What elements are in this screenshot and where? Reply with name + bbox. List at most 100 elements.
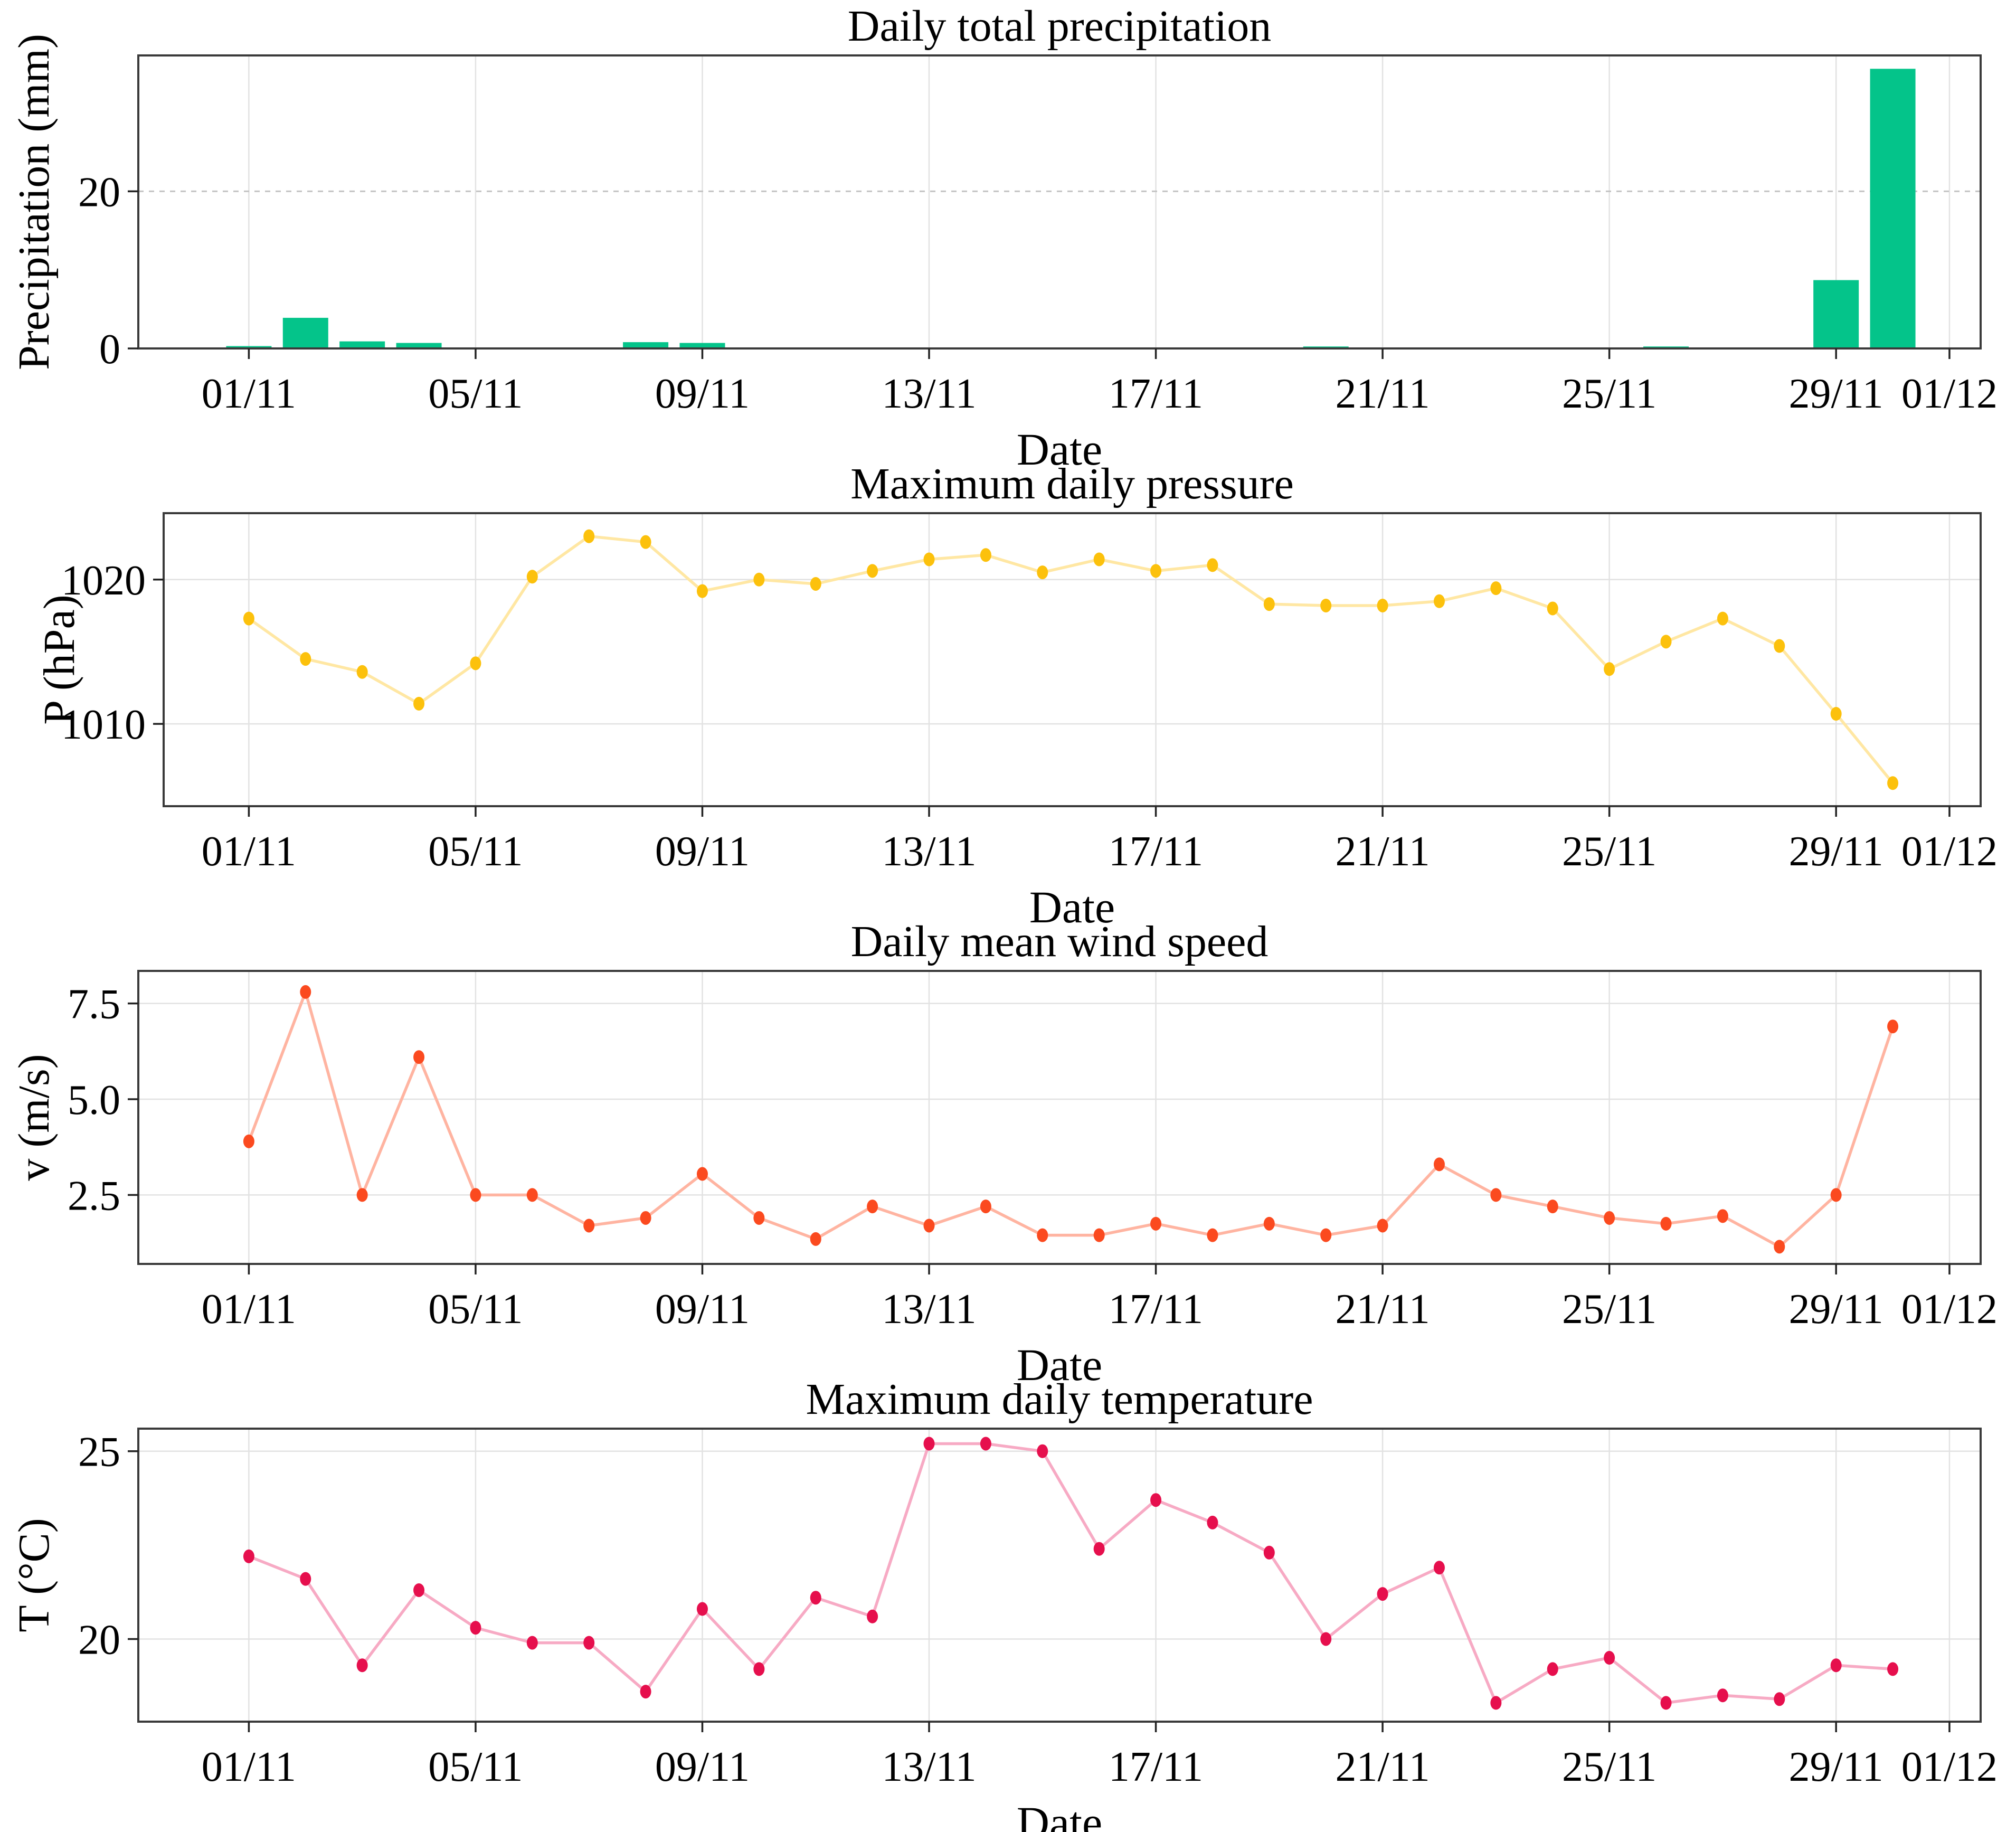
panel-1: 01/11 05/11 09/11 13/11 17/11 21/11 25/11 29/11…	[10, 2, 1998, 475]
data-point	[583, 1219, 595, 1233]
data-point	[243, 1549, 254, 1563]
data-point	[640, 1685, 651, 1699]
data-point	[1150, 1216, 1162, 1231]
data-point	[1320, 1228, 1332, 1242]
data-point	[867, 564, 878, 578]
data-point	[413, 1050, 425, 1064]
precipitation-bar	[226, 346, 272, 348]
x-tick-label: 01/12	[1901, 371, 1998, 417]
data-point	[1774, 1692, 1785, 1706]
data-point	[1604, 1211, 1615, 1225]
x-axis-label: Date	[1017, 1339, 1102, 1390]
panel-title: Daily total precipitation	[848, 2, 1271, 51]
data-point	[583, 529, 595, 543]
data-point	[1774, 1240, 1785, 1254]
y-tick-label: 25	[78, 1429, 120, 1476]
data-point	[413, 1583, 425, 1597]
y-tick-label: 1010	[61, 702, 146, 748]
data-point	[980, 548, 991, 562]
precipitation-bar	[396, 343, 442, 348]
data-point	[1377, 1219, 1388, 1233]
data-point	[470, 1621, 481, 1635]
data-point	[696, 1602, 708, 1616]
data-point	[1150, 564, 1162, 578]
data-point	[1377, 1587, 1388, 1601]
x-tick-label: 05/11	[428, 1744, 523, 1790]
data-point	[1887, 776, 1899, 790]
x-tick-label: 21/11	[1335, 1286, 1430, 1333]
plot-border	[137, 54, 1982, 350]
data-point	[526, 570, 538, 584]
x-tick-label: 01/12	[1901, 1286, 1998, 1333]
x-tick-label: 01/11	[202, 371, 296, 417]
x-tick-label: 01/11	[202, 1286, 296, 1333]
panel-title: Daily mean wind speed	[851, 917, 1269, 966]
data-point	[1490, 1696, 1502, 1710]
x-tick-label: 09/11	[655, 371, 750, 417]
data-point	[1547, 1662, 1558, 1676]
x-tick-label: 13/11	[882, 828, 976, 875]
plot-border	[163, 512, 1982, 807]
data-point	[356, 1188, 368, 1202]
data-point	[1037, 565, 1048, 580]
precipitation-bar	[679, 343, 725, 348]
data-point	[583, 1636, 595, 1650]
x-axis-label: Date	[1017, 424, 1102, 475]
panel-title: Maximum daily temperature	[806, 1375, 1313, 1424]
data-point	[1207, 558, 1218, 572]
data-point	[1660, 1696, 1672, 1710]
panel-2: 01/11 05/11 09/11 13/11 17/11 21/11 25/11 29/11…	[35, 459, 1998, 932]
x-tick-label: 21/11	[1335, 1744, 1430, 1790]
data-point	[1320, 1632, 1332, 1646]
data-point	[300, 985, 311, 999]
data-point	[1207, 1228, 1218, 1242]
data-point	[810, 1232, 821, 1246]
data-point	[1717, 1688, 1728, 1703]
precipitation-bar	[1870, 69, 1916, 348]
x-tick-label: 25/11	[1562, 1286, 1657, 1333]
data-point	[526, 1188, 538, 1202]
x-tick-label: 09/11	[655, 828, 750, 875]
panel-4: 01/11 05/11 09/11 13/11 17/11 21/11 25/11 29/11…	[10, 1375, 1998, 1832]
x-tick-label: 01/11	[202, 1744, 296, 1790]
series-line	[247, 1442, 1895, 1705]
data-point	[1604, 1651, 1615, 1665]
precipitation-bar	[623, 342, 669, 348]
x-tick-label: 01/11	[202, 828, 296, 875]
x-tick-label: 29/11	[1789, 1744, 1884, 1790]
x-tick-label: 09/11	[655, 1744, 750, 1790]
data-point	[1490, 1188, 1502, 1202]
data-point	[1830, 707, 1842, 721]
data-point	[356, 665, 368, 679]
data-point	[640, 535, 651, 549]
data-point	[243, 1134, 254, 1148]
data-point	[300, 1572, 311, 1586]
data-point	[1547, 1200, 1558, 1214]
panel-3: 01/11 05/11 09/11 13/11 17/11 21/11 25/11 29/11…	[10, 917, 1998, 1390]
data-point	[923, 1219, 935, 1233]
data-point	[1660, 1216, 1672, 1231]
y-tick-label: 2.5	[68, 1173, 120, 1219]
y-axis-label: T (°C)	[10, 1518, 59, 1632]
y-tick-label: 5.0	[68, 1077, 120, 1123]
data-point	[753, 1211, 765, 1225]
x-tick-label: 21/11	[1335, 828, 1430, 875]
plot-border	[137, 970, 1982, 1265]
data-point	[1547, 601, 1558, 616]
x-tick-label: 29/11	[1789, 828, 1884, 875]
precipitation-bar	[282, 317, 328, 348]
x-tick-label: 29/11	[1789, 371, 1884, 417]
data-point	[1093, 552, 1105, 566]
data-point	[753, 572, 765, 587]
x-tick-label: 17/11	[1109, 1744, 1203, 1790]
data-point	[470, 1188, 481, 1202]
data-point	[243, 611, 254, 626]
data-point	[1887, 1662, 1899, 1676]
y-tick-label: 7.5	[68, 981, 120, 1028]
data-point	[980, 1437, 991, 1451]
data-point	[1263, 1545, 1275, 1560]
x-tick-label: 05/11	[428, 1286, 523, 1333]
y-axis-label: v (m/s)	[10, 1054, 59, 1181]
x-tick-label: 17/11	[1109, 1286, 1203, 1333]
